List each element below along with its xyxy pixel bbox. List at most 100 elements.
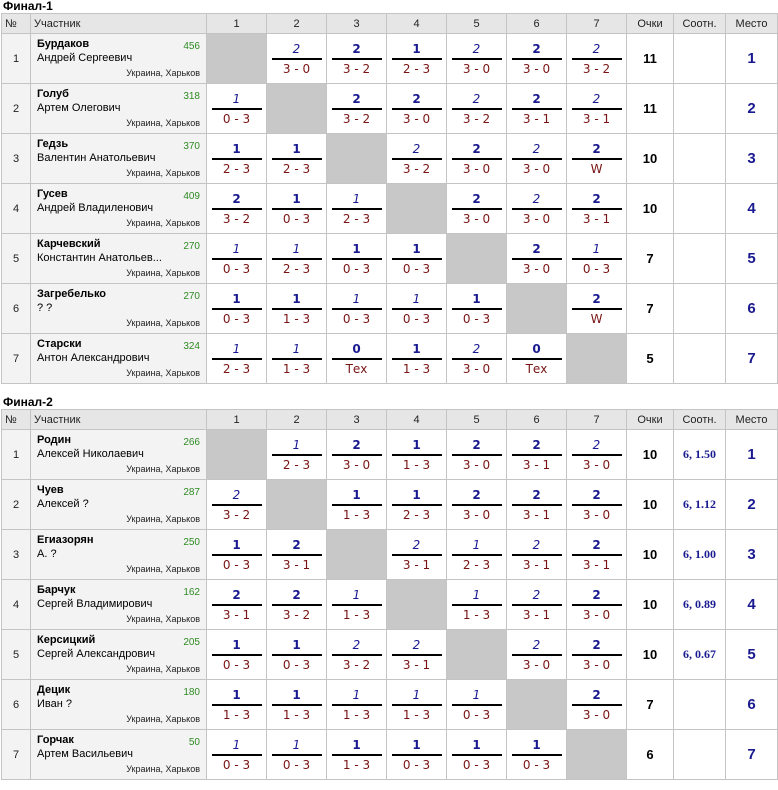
tiebreak-ratio: 6, 1.12 bbox=[673, 479, 726, 530]
match-score: 1 2 - 3 bbox=[211, 342, 262, 376]
player-last-name[interactable]: Голуб bbox=[37, 88, 69, 100]
match-score: 2 3 - 0 bbox=[451, 342, 502, 376]
diagonal-cell bbox=[266, 83, 327, 134]
match-result: 0 - 3 bbox=[462, 311, 491, 326]
match-cell: 1 0 - 3 bbox=[386, 283, 447, 334]
player-last-name[interactable]: Бурдаков bbox=[37, 38, 90, 50]
player-first-name: Сергей Владимирович bbox=[37, 598, 153, 610]
match-points: 2 bbox=[592, 437, 601, 452]
score-divider bbox=[451, 157, 502, 160]
match-points: 1 bbox=[352, 487, 361, 502]
match-cell: 1 0 - 3 bbox=[206, 529, 267, 580]
match-score: 1 1 - 3 bbox=[391, 438, 442, 472]
player-last-name[interactable]: Гедзь bbox=[37, 138, 69, 150]
match-result: 3 - 2 bbox=[462, 111, 491, 126]
score-divider bbox=[391, 503, 442, 506]
score-divider bbox=[271, 157, 322, 160]
match-result: 3 - 1 bbox=[402, 657, 431, 672]
match-score: 1 2 - 3 bbox=[331, 192, 382, 226]
match-result: 0 - 3 bbox=[342, 311, 371, 326]
match-result: 3 - 0 bbox=[522, 657, 551, 672]
match-points: 1 bbox=[352, 291, 361, 306]
match-points: 2 bbox=[352, 637, 361, 652]
match-score: 1 0 - 3 bbox=[331, 291, 382, 326]
match-result: 0 - 3 bbox=[222, 757, 251, 772]
match-cell: 1 0 - 3 bbox=[566, 233, 627, 284]
match-score: 1 2 - 3 bbox=[391, 42, 442, 76]
player-first-name: Алексей ? bbox=[37, 498, 89, 510]
player-last-name[interactable]: Керсицкий bbox=[37, 634, 96, 646]
match-cell: 1 0 - 3 bbox=[446, 283, 507, 334]
score-divider bbox=[271, 453, 322, 456]
score-divider bbox=[271, 753, 322, 756]
player-first-name: ? ? bbox=[37, 302, 53, 314]
match-score: 2 3 - 2 bbox=[211, 488, 262, 522]
player-last-name[interactable]: Горчак bbox=[37, 734, 74, 746]
player-last-name[interactable]: Чуев bbox=[37, 484, 64, 496]
match-score: 2 3 - 0 bbox=[511, 42, 562, 76]
diagonal-cell bbox=[206, 33, 267, 84]
match-result: 2 - 3 bbox=[282, 161, 311, 176]
match-points: 2 bbox=[412, 537, 421, 552]
match-result: 2 - 3 bbox=[282, 457, 311, 472]
row-number: 5 bbox=[1, 629, 31, 680]
match-cell: 1 2 - 3 bbox=[266, 233, 327, 284]
player-rating: 162 bbox=[183, 587, 200, 598]
player-last-name[interactable]: Гусев bbox=[37, 188, 68, 200]
diagonal-cell bbox=[506, 283, 567, 334]
match-points: 1 bbox=[472, 587, 481, 602]
player-last-name[interactable]: Децик bbox=[37, 684, 71, 696]
diagonal-cell bbox=[446, 233, 507, 284]
score-divider bbox=[211, 703, 262, 706]
match-score: 1 1 - 3 bbox=[331, 688, 382, 722]
total-points: 10 bbox=[626, 133, 674, 184]
score-divider bbox=[571, 453, 622, 456]
player-last-name[interactable]: Егиазорян bbox=[37, 534, 94, 546]
match-points: 2 bbox=[592, 41, 601, 56]
match-points: 2 bbox=[592, 687, 601, 702]
final-place: 5 bbox=[725, 233, 778, 284]
player-rating: 370 bbox=[183, 141, 200, 152]
match-points: 2 bbox=[352, 41, 361, 56]
match-result: 0 - 3 bbox=[582, 261, 611, 276]
player-last-name[interactable]: Загребелько bbox=[37, 288, 107, 300]
score-divider bbox=[211, 653, 262, 656]
player-city: Украина, Харьков bbox=[126, 614, 200, 624]
match-cell: 1 0 - 3 bbox=[386, 233, 447, 284]
player-cell: Старски Антон Александрович 324 Украина, Ха… bbox=[30, 333, 207, 384]
player-rating: 266 bbox=[183, 437, 200, 448]
header-opponent-col: 2 bbox=[266, 409, 327, 430]
player-last-name[interactable]: Барчук bbox=[37, 584, 76, 596]
match-points: 2 bbox=[532, 141, 541, 156]
score-divider bbox=[211, 503, 262, 506]
player-cell: Барчук Сергей Владимирович 162 Украина, Хар… bbox=[30, 579, 207, 630]
match-cell: 2 3 - 2 bbox=[446, 83, 507, 134]
match-cell: 2 3 - 2 bbox=[206, 183, 267, 234]
tiebreak-ratio: 6, 1.00 bbox=[673, 529, 726, 580]
player-last-name[interactable]: Карчевский bbox=[37, 238, 101, 250]
match-score: 2 3 - 2 bbox=[331, 637, 382, 672]
match-cell: 2 3 - 1 bbox=[266, 529, 327, 580]
match-score: 2 3 - 0 bbox=[571, 687, 622, 722]
match-score: 2 3 - 0 bbox=[451, 42, 502, 76]
player-first-name: Андрей Владиленович bbox=[37, 202, 154, 214]
score-divider bbox=[451, 57, 502, 60]
header-player: Участник bbox=[30, 409, 207, 430]
row-number: 6 bbox=[1, 679, 31, 730]
match-points: 2 bbox=[592, 587, 601, 602]
tiebreak-ratio bbox=[673, 133, 726, 184]
total-points: 10 bbox=[626, 579, 674, 630]
player-cell: Загребелько ? ? 270 Украина, Харьков bbox=[30, 283, 207, 334]
player-last-name[interactable]: Родин bbox=[37, 434, 72, 446]
player-city: Украина, Харьков bbox=[126, 68, 200, 78]
player-city: Украина, Харьков bbox=[126, 218, 200, 228]
match-result: 3 - 0 bbox=[582, 507, 611, 522]
match-score: 2 3 - 0 bbox=[271, 42, 322, 76]
diagonal-cell bbox=[206, 429, 267, 480]
score-divider bbox=[271, 553, 322, 556]
match-result: 3 - 2 bbox=[342, 61, 371, 76]
match-cell: 1 0 - 3 bbox=[206, 233, 267, 284]
match-points: 1 bbox=[232, 687, 241, 702]
player-last-name[interactable]: Старски bbox=[37, 338, 82, 350]
